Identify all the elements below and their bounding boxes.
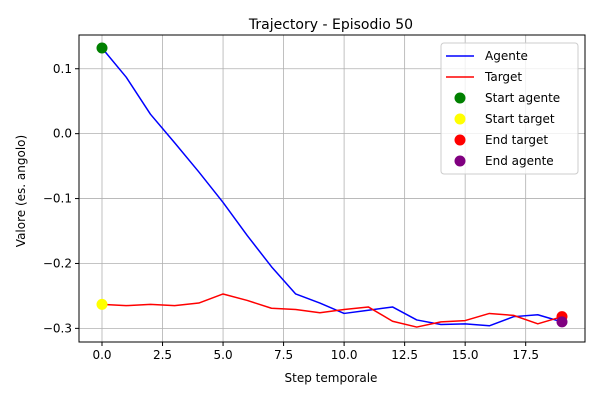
- legend-label: End agente: [485, 154, 554, 168]
- chart-title: Trajectory - Episodio 50: [248, 17, 413, 33]
- x-tick-label: 5.0: [214, 348, 233, 362]
- series-line-agente: [101, 47, 563, 327]
- legend-label: End target: [485, 133, 548, 147]
- x-tick-label: 17.5: [512, 348, 539, 362]
- x-tick-label: 0.0: [92, 348, 111, 362]
- x-axis-label: Step temporale: [285, 371, 378, 385]
- marker-start-agente: [96, 42, 108, 54]
- x-tick-label: 12.5: [391, 348, 418, 362]
- marker-end-agente: [556, 316, 568, 328]
- y-tick-label: −0.1: [43, 192, 72, 206]
- y-tick-label: −0.3: [43, 321, 72, 335]
- legend-label: Target: [484, 70, 522, 84]
- y-tick-label: 0.1: [53, 62, 72, 76]
- legend-label: Agente: [485, 49, 528, 63]
- legend-swatch-marker: [454, 134, 466, 146]
- markers: [96, 42, 568, 328]
- legend-swatch-marker: [454, 155, 466, 167]
- legend-label: Start agente: [485, 91, 560, 105]
- x-tick-label: 10.0: [331, 348, 358, 362]
- legend-swatch-marker: [454, 113, 466, 125]
- plot-area-frame: [78, 34, 586, 343]
- legend-box: [440, 42, 579, 175]
- x-tick-label: 7.5: [274, 348, 293, 362]
- series-lines: [101, 47, 563, 328]
- x-tick-label: 2.5: [153, 348, 172, 362]
- y-tick-label: 0.0: [53, 127, 72, 141]
- series-line-target: [101, 293, 563, 328]
- marker-start-target: [96, 298, 108, 310]
- x-tick-label: 15.0: [452, 348, 479, 362]
- y-axis-label: Valore (es. angolo): [14, 135, 28, 247]
- legend-label: Start target: [485, 112, 555, 126]
- legend: Agente Target Start agente Start target End …: [440, 42, 579, 175]
- y-tick-label: −0.2: [43, 256, 72, 270]
- legend-swatch-marker: [454, 92, 466, 104]
- axis-ticks: 0.0 2.5 5.0 7.5 10.0 12.5 15.0 17.5 0.1 0.0 −0.1 −0…: [43, 62, 539, 362]
